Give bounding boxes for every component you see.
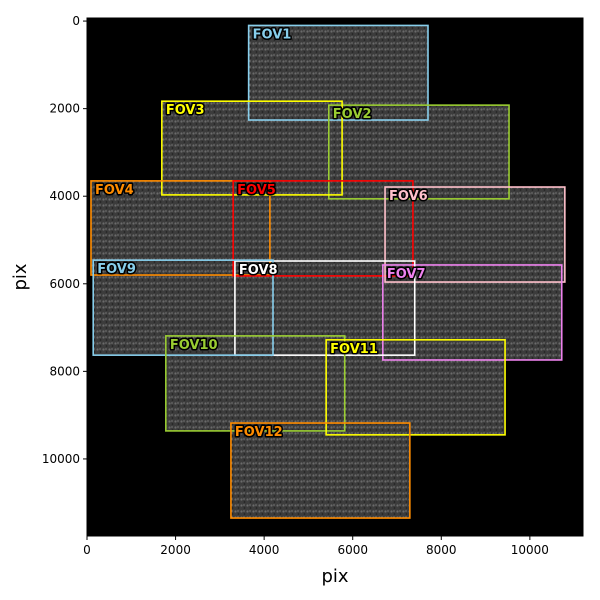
fov-label: FOV6: [389, 189, 428, 204]
fov-label: FOV10: [170, 338, 218, 353]
fov-box: [92, 259, 274, 356]
image-region: [165, 335, 345, 431]
fov-label: FOV5: [237, 183, 276, 198]
fov-box: [325, 339, 506, 436]
fov-box: [234, 260, 416, 356]
fov-box: [327, 104, 510, 200]
y-tick-label: 10000: [42, 452, 80, 466]
y-tick-label: 8000: [49, 364, 80, 378]
image-region: [230, 423, 410, 519]
fov-label: FOV1: [253, 27, 292, 42]
fov-label: FOV2: [333, 107, 372, 122]
fov-label: FOV11: [330, 342, 378, 357]
fov-label: FOV12: [235, 425, 283, 440]
y-axis-label: pix: [10, 263, 31, 290]
axes-frame: [86, 17, 584, 537]
x-tick-label: 4000: [249, 543, 280, 557]
fov-label: FOV7: [387, 267, 426, 282]
fov-box: [161, 100, 343, 196]
fov-box: [382, 264, 563, 361]
fov-box: [247, 24, 429, 121]
fov-box: [384, 186, 566, 283]
x-tick-label: 2000: [160, 543, 191, 557]
fov-label: FOV3: [166, 103, 205, 118]
x-tick-label: 10000: [511, 543, 549, 557]
x-tick-label: 8000: [426, 543, 457, 557]
y-tick-label: 0: [72, 14, 80, 28]
x-tick-label: 6000: [337, 543, 368, 557]
y-tick-label: 4000: [49, 189, 80, 203]
fov-label: FOV4: [95, 183, 134, 198]
fov-label: FOV8: [239, 263, 278, 278]
y-tick-label: 2000: [49, 102, 80, 116]
fov-box: [232, 180, 414, 277]
fov-box: [90, 180, 271, 276]
y-tick-label: 6000: [49, 277, 80, 291]
x-axis-label: pix: [321, 566, 348, 587]
fov-label: FOV9: [97, 262, 136, 277]
fov-box: [165, 335, 346, 432]
fov-box: [230, 422, 411, 519]
image-region: [161, 101, 343, 195]
x-tick-label: 0: [83, 543, 91, 557]
